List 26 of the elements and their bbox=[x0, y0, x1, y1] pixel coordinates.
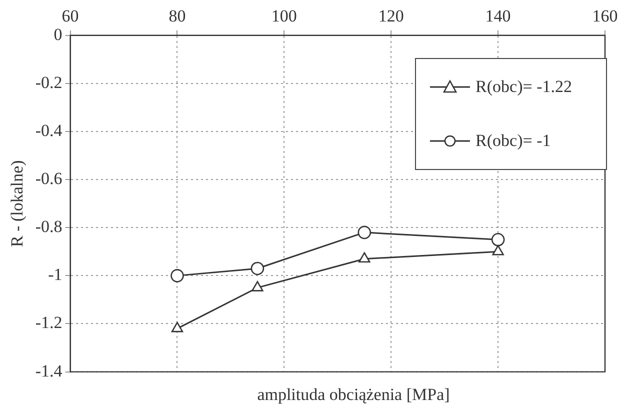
x-tick-label: 120 bbox=[378, 6, 404, 26]
point bbox=[358, 252, 370, 263]
x-tick-label: 100 bbox=[271, 6, 297, 26]
point bbox=[250, 262, 264, 276]
x-tick-label: 160 bbox=[592, 6, 618, 26]
legend-label: R(obc)= -1 bbox=[476, 131, 551, 151]
y-tick-label: 0 bbox=[54, 24, 62, 44]
point bbox=[358, 226, 372, 240]
y-tick-label: -1 bbox=[48, 265, 62, 284]
x-tick-label: 140 bbox=[485, 6, 511, 26]
y-tick-label: -0.2 bbox=[35, 72, 62, 92]
point bbox=[492, 245, 504, 256]
y-axis-title: R - (lokalne) bbox=[8, 160, 27, 248]
y-tick-label: -1.2 bbox=[35, 313, 62, 332]
y-tick-label: -1.4 bbox=[35, 361, 63, 380]
x-tick-label: 60 bbox=[62, 6, 79, 26]
point bbox=[171, 322, 184, 332]
x-axis-title: amplituda obciążenia [MPa] bbox=[256, 385, 451, 405]
y-tick-label: -0.4 bbox=[35, 120, 63, 140]
point bbox=[491, 232, 505, 246]
x-tick-label: 80 bbox=[168, 6, 186, 26]
legend-label: R(obc)= -1.22 bbox=[476, 77, 572, 97]
point bbox=[170, 269, 184, 282]
y-tick-label: -0.8 bbox=[35, 217, 62, 236]
point bbox=[252, 281, 264, 292]
y-tick-label: -0.6 bbox=[35, 169, 62, 188]
